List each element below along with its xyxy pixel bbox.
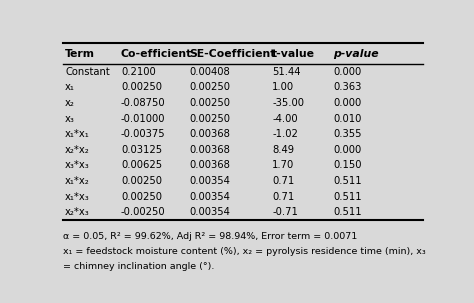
Text: α = 0.05, R² = 99.62%, Adj R² = 98.94%, Error term = 0.0071: α = 0.05, R² = 99.62%, Adj R² = 98.94%, … <box>63 232 357 241</box>
Text: x₂: x₂ <box>65 98 75 108</box>
Text: 51.44: 51.44 <box>272 67 301 77</box>
Text: 0.71: 0.71 <box>272 192 294 202</box>
Text: -35.00: -35.00 <box>272 98 304 108</box>
Text: 0.150: 0.150 <box>333 161 362 171</box>
Text: p-value: p-value <box>333 48 379 58</box>
Text: 0.000: 0.000 <box>333 98 362 108</box>
Text: Term: Term <box>65 48 95 58</box>
Text: 0.00250: 0.00250 <box>189 82 230 92</box>
Text: 1.00: 1.00 <box>272 82 294 92</box>
Text: 1.70: 1.70 <box>272 161 294 171</box>
Text: 0.00250: 0.00250 <box>121 192 162 202</box>
Text: 0.00408: 0.00408 <box>189 67 230 77</box>
Text: 0.2100: 0.2100 <box>121 67 155 77</box>
Text: 0.00354: 0.00354 <box>189 192 230 202</box>
Text: -0.01000: -0.01000 <box>121 114 165 124</box>
Text: Co-efficient: Co-efficient <box>121 48 192 58</box>
Text: -0.71: -0.71 <box>272 207 298 217</box>
Text: 0.010: 0.010 <box>333 114 362 124</box>
Text: = chimney inclination angle (°).: = chimney inclination angle (°). <box>63 262 214 271</box>
Text: 0.00250: 0.00250 <box>189 114 230 124</box>
Text: x₁*x₂: x₁*x₂ <box>65 176 90 186</box>
Text: 0.511: 0.511 <box>333 176 362 186</box>
Text: -4.00: -4.00 <box>272 114 298 124</box>
Text: 0.00368: 0.00368 <box>189 145 230 155</box>
Text: 0.000: 0.000 <box>333 67 362 77</box>
Text: -0.00375: -0.00375 <box>121 129 165 139</box>
Text: 0.00250: 0.00250 <box>121 82 162 92</box>
Text: 0.000: 0.000 <box>333 145 362 155</box>
Text: -0.08750: -0.08750 <box>121 98 165 108</box>
Text: t-value: t-value <box>272 48 315 58</box>
Text: x₃*x₃: x₃*x₃ <box>65 161 90 171</box>
Text: 0.363: 0.363 <box>333 82 362 92</box>
Text: -0.00250: -0.00250 <box>121 207 165 217</box>
Text: x₁*x₁: x₁*x₁ <box>65 129 90 139</box>
Text: x₂*x₃: x₂*x₃ <box>65 207 90 217</box>
Text: SE-Coefficient: SE-Coefficient <box>189 48 276 58</box>
Text: 0.00354: 0.00354 <box>189 207 230 217</box>
Text: 0.00368: 0.00368 <box>189 129 230 139</box>
Text: 0.71: 0.71 <box>272 176 294 186</box>
Text: x₁*x₃: x₁*x₃ <box>65 192 90 202</box>
Text: 0.03125: 0.03125 <box>121 145 162 155</box>
Text: 0.355: 0.355 <box>333 129 362 139</box>
Text: 0.511: 0.511 <box>333 192 362 202</box>
Text: x₃: x₃ <box>65 114 75 124</box>
Text: 0.00354: 0.00354 <box>189 176 230 186</box>
Text: 0.511: 0.511 <box>333 207 362 217</box>
Text: 0.00625: 0.00625 <box>121 161 162 171</box>
Text: -1.02: -1.02 <box>272 129 298 139</box>
Text: Constant: Constant <box>65 67 110 77</box>
Text: 0.00250: 0.00250 <box>121 176 162 186</box>
Text: x₂*x₂: x₂*x₂ <box>65 145 90 155</box>
Text: x₁: x₁ <box>65 82 75 92</box>
Text: x₁ = feedstock moisture content (%), x₂ = pyrolysis residence time (min), x₃: x₁ = feedstock moisture content (%), x₂ … <box>63 247 426 256</box>
Text: 0.00250: 0.00250 <box>189 98 230 108</box>
Text: 0.00368: 0.00368 <box>189 161 230 171</box>
Text: 8.49: 8.49 <box>272 145 294 155</box>
